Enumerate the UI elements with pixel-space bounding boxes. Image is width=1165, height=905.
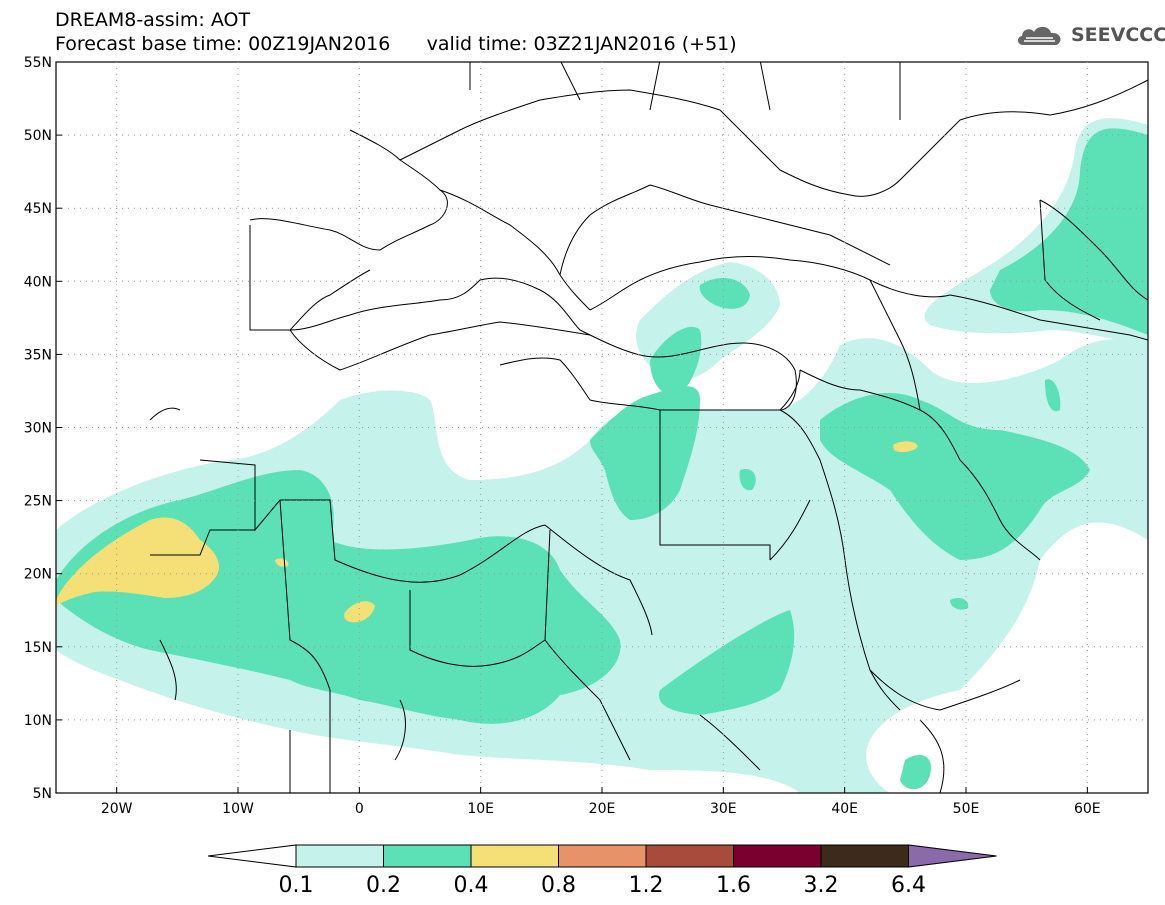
lon-tick-label: 50E (953, 801, 980, 817)
lat-tick-label: 45N (24, 201, 52, 217)
lat-tick-label: 35N (24, 347, 52, 363)
lat-tick-label: 50N (24, 128, 52, 144)
aot-level-0-2 (56, 128, 1148, 790)
base-time: Forecast base time: 00Z19JAN2016 (55, 33, 391, 55)
colorbar-label: 1.2 (629, 873, 664, 898)
seevccc-logo: SEEVCCC (1015, 22, 1165, 48)
lon-tick-label: 0 (355, 801, 364, 817)
lat-tick-label: 10N (24, 713, 52, 729)
colorbar-label: 0.2 (366, 873, 401, 898)
map-title: DREAM8-assim: AOT (55, 9, 251, 31)
lon-tick-label: 30E (710, 801, 737, 817)
logo-text: SEEVCCC (1071, 24, 1165, 46)
colorbar-low-triangle (207, 844, 297, 868)
lon-tick-label: 40E (831, 801, 858, 817)
valid-time: valid time: 03Z21JAN2016 (+51) (426, 33, 737, 55)
colorbar-segment (383, 844, 472, 868)
colorbar-segment (470, 844, 559, 868)
lon-tick-label: 20E (589, 801, 616, 817)
colorbar-segment (295, 844, 384, 868)
lon-tick-label: 10E (467, 801, 494, 817)
longitude-labels: 20W 10W 0 10E 20E 30E 40E 50E 60E (101, 801, 1101, 817)
lat-tick-label: 25N (24, 494, 52, 510)
lon-tick-label: 10W (222, 801, 254, 817)
lat-tick-label: 20N (24, 567, 52, 583)
lat-tick-label: 5N (33, 786, 52, 802)
colorbar-segment (558, 844, 647, 868)
boundaries (150, 62, 1148, 793)
colorbar-label: 0.8 (541, 873, 576, 898)
lon-tick-label: 20W (101, 801, 133, 817)
colorbar-label: 0.4 (454, 873, 489, 898)
colorbar-segment (733, 844, 822, 868)
coastline (149, 277, 797, 421)
latitude-labels: 5N 10N 15N 20N 25N 30N 35N 40N 45N 50N 55N (24, 55, 52, 802)
aot-level-0-4 (56, 441, 918, 623)
lon-tick-label: 60E (1074, 801, 1101, 817)
lat-tick-label: 55N (24, 55, 52, 71)
lat-tick-label: 30N (24, 421, 52, 437)
cloud-logo-icon (1017, 26, 1061, 45)
graticule (56, 61, 1148, 794)
forecast-times: Forecast base time: 00Z19JAN2016 valid t… (55, 34, 737, 54)
aot-field (56, 118, 1148, 793)
colorbar-label: 0.1 (279, 873, 314, 898)
lat-tick-label: 40N (24, 274, 52, 290)
colorbar-label: 6.4 (891, 873, 926, 898)
colorbar-label: 3.2 (804, 873, 839, 898)
colorbar-label: 1.6 (716, 873, 751, 898)
colorbar-high-triangle (908, 844, 997, 868)
lat-tick-label: 15N (24, 640, 52, 656)
colorbar-segment (820, 844, 909, 868)
colorbar: 0.1 0.2 0.4 0.8 1.2 1.6 3.2 6.4 (207, 844, 997, 898)
colorbar-segment (645, 844, 734, 868)
